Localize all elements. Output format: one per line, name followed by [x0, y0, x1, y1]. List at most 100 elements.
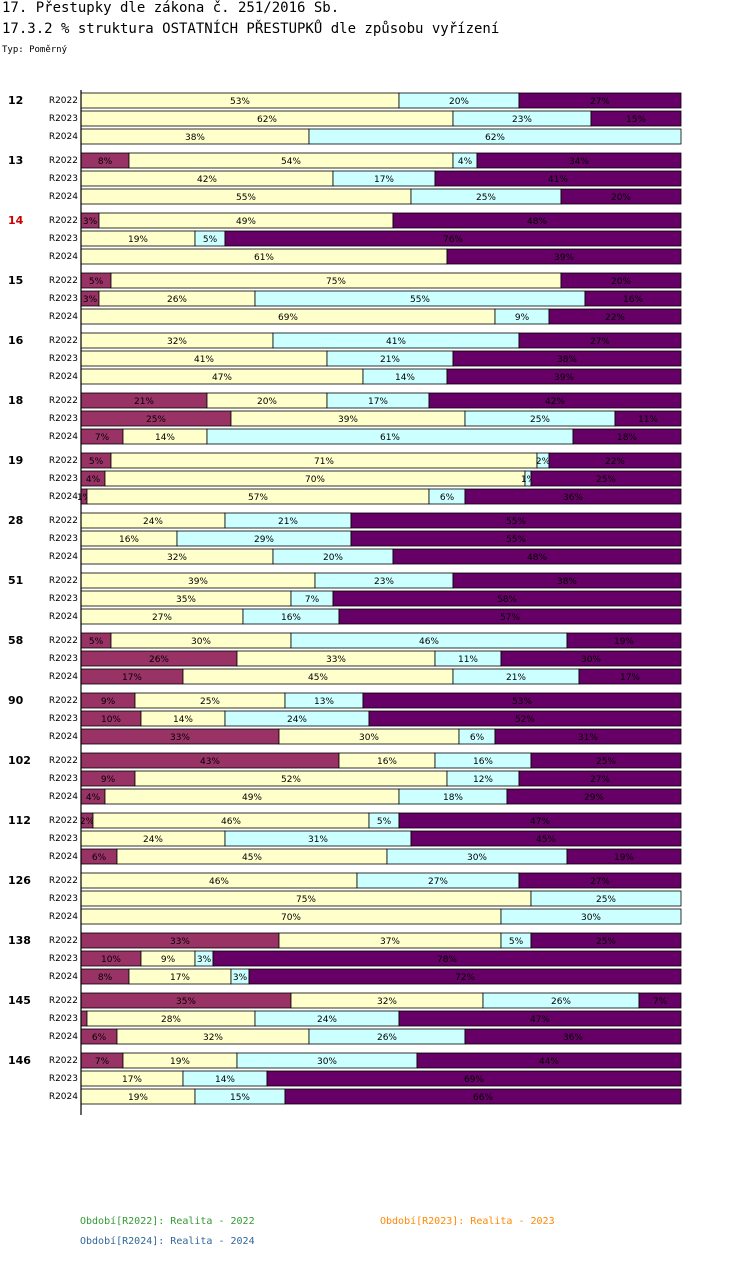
data-label-13-R2022-s1: 8%	[98, 157, 113, 167]
period-r2022-label: Období[R2022]: Realita - 2022	[80, 1216, 255, 1227]
data-label-90-R2022-s1: 9%	[101, 697, 116, 707]
data-label-145-R2022-s2: 32%	[377, 997, 397, 1007]
bar-segment-16-R2024-s4	[446, 368, 682, 385]
bar-segment-15-R2024-s4	[548, 308, 682, 325]
data-label-58-R2024-s2: 45%	[308, 673, 328, 683]
period-label-19-R2023: R2023	[49, 474, 78, 484]
period-label-15-R2023: R2023	[49, 294, 78, 304]
bar-segment-28-R2023-s4	[350, 530, 682, 547]
data-label-146-R2022-s3: 30%	[317, 1057, 337, 1067]
chart-title: 17. Přestupky dle zákona č. 251/2016 Sb.	[2, 0, 340, 16]
data-label-145-R2024-s2: 32%	[203, 1033, 223, 1043]
data-label-28-R2022-s3: 21%	[278, 517, 298, 527]
data-label-19-R2022-s4: 22%	[605, 457, 625, 467]
data-label-138-R2022-s2: 37%	[380, 937, 400, 947]
data-label-16-R2024-s3: 14%	[395, 373, 415, 383]
data-label-13-R2024-s3: 25%	[476, 193, 496, 203]
bar-segment-58-R2023-s4	[500, 650, 682, 667]
period-label-138-R2023: R2023	[49, 954, 78, 964]
data-label-112-R2024-s3: 30%	[467, 853, 487, 863]
data-label-112-R2024-s4: 19%	[614, 853, 634, 863]
bar-segment-13-R2023-s4	[434, 170, 682, 187]
data-label-138-R2024-s2: 17%	[170, 973, 190, 983]
data-label-112-R2022-s2: 46%	[221, 817, 241, 827]
period-label-145-R2022: R2022	[49, 996, 78, 1006]
data-label-145-R2022-s1: 35%	[176, 997, 196, 1007]
data-label-18-R2024-s3: 61%	[380, 433, 400, 443]
data-label-112-R2022-s3: 5%	[377, 817, 392, 827]
data-label-14-R2022-s1: 3%	[83, 217, 98, 227]
data-label-14-R2023-s2: 19%	[128, 235, 148, 245]
group-label-15: 15	[8, 274, 23, 287]
data-label-145-R2022-s4: 7%	[653, 997, 668, 1007]
group-label-28: 28	[8, 514, 23, 527]
period-label-18-R2024: R2024	[49, 432, 78, 442]
period-label-146-R2022: R2022	[49, 1056, 78, 1066]
data-label-13-R2022-s2: 54%	[281, 157, 301, 167]
data-label-112-R2023-s3: 31%	[308, 835, 328, 845]
data-label-28-R2023-s3: 29%	[254, 535, 274, 545]
data-label-102-R2024-s2: 49%	[242, 793, 262, 803]
data-label-102-R2023-s1: 9%	[101, 775, 116, 785]
data-label-16-R2022-s3: 41%	[386, 337, 406, 347]
period-label-90-R2024: R2024	[49, 732, 78, 742]
data-label-16-R2022-s2: 32%	[167, 337, 187, 347]
bar-segment-126-R2024-s3	[500, 908, 682, 925]
group-label-102: 102	[8, 754, 31, 767]
data-label-112-R2023-s2: 24%	[143, 835, 163, 845]
data-label-19-R2023-s1: 4%	[86, 475, 101, 485]
bar-segment-12-R2024-s3	[308, 128, 682, 145]
period-label-102-R2023: R2023	[49, 774, 78, 784]
data-label-126-R2023-s2: 75%	[296, 895, 316, 905]
data-label-102-R2023-s4: 27%	[590, 775, 610, 785]
period-label-14-R2024: R2024	[49, 252, 78, 262]
data-label-15-R2022-s4: 20%	[611, 277, 631, 287]
period-label-146-R2024: R2024	[49, 1092, 78, 1102]
period-label-12-R2024: R2024	[49, 132, 78, 142]
data-label-28-R2023-s4: 55%	[506, 535, 526, 545]
period-label-138-R2024: R2024	[49, 972, 78, 982]
group-label-19: 19	[8, 454, 23, 467]
period-label-90-R2023: R2023	[49, 714, 78, 724]
bar-segment-90-R2022-s4	[362, 692, 682, 709]
data-label-15-R2022-s1: 5%	[89, 277, 104, 287]
data-label-51-R2023-s4: 58%	[497, 595, 517, 605]
period-label-138-R2022: R2022	[49, 936, 78, 946]
data-label-15-R2023-s4: 16%	[623, 295, 643, 305]
data-label-14-R2023-s3: 5%	[203, 235, 218, 245]
chart-subtitle: 17.3.2 % struktura OSTATNÍCH PŘESTUPKŮ d…	[2, 21, 500, 37]
data-label-145-R2024-s4: 36%	[563, 1033, 583, 1043]
period-label-126-R2024: R2024	[49, 912, 78, 922]
data-label-18-R2023-s4: 11%	[638, 415, 658, 425]
group-label-90: 90	[8, 694, 24, 707]
data-label-90-R2024-s1: 33%	[170, 733, 190, 743]
bar-segment-145-R2023-s4	[398, 1010, 682, 1027]
data-label-15-R2024-s3: 9%	[515, 313, 530, 323]
data-label-146-R2024-s3: 15%	[230, 1093, 250, 1103]
data-label-13-R2023-s3: 17%	[374, 175, 394, 185]
data-label-90-R2024-s4: 31%	[578, 733, 598, 743]
data-label-51-R2024-s4: 57%	[500, 613, 520, 623]
group-label-16: 16	[8, 334, 24, 347]
data-label-90-R2024-s2: 30%	[359, 733, 379, 743]
period-label-13-R2022: R2022	[49, 156, 78, 166]
data-label-16-R2023-s2: 41%	[194, 355, 214, 365]
bar-segment-14-R2024-s4	[446, 248, 682, 265]
bar-segment-16-R2022-s4	[518, 332, 682, 349]
data-label-16-R2023-s3: 21%	[380, 355, 400, 365]
data-label-58-R2024-s4: 17%	[620, 673, 640, 683]
data-label-13-R2024-s2: 55%	[236, 193, 256, 203]
chart-type-label: Typ: Poměrný	[2, 45, 68, 55]
bar-segment-146-R2022-s4	[416, 1052, 682, 1069]
data-label-14-R2022-s4: 48%	[527, 217, 547, 227]
data-label-58-R2022-s3: 46%	[419, 637, 439, 647]
data-label-90-R2022-s4: 53%	[512, 697, 532, 707]
data-label-90-R2024-s3: 6%	[470, 733, 485, 743]
data-label-146-R2023-s4: 69%	[464, 1075, 484, 1085]
period-label-18-R2023: R2023	[49, 414, 78, 424]
data-label-138-R2023-s4: 78%	[437, 955, 457, 965]
data-label-146-R2023-s2: 17%	[122, 1075, 142, 1085]
bar-segment-14-R2022-s4	[392, 212, 682, 229]
data-label-126-R2024-s2: 70%	[281, 913, 301, 923]
bar-segment-126-R2022-s4	[518, 872, 682, 889]
